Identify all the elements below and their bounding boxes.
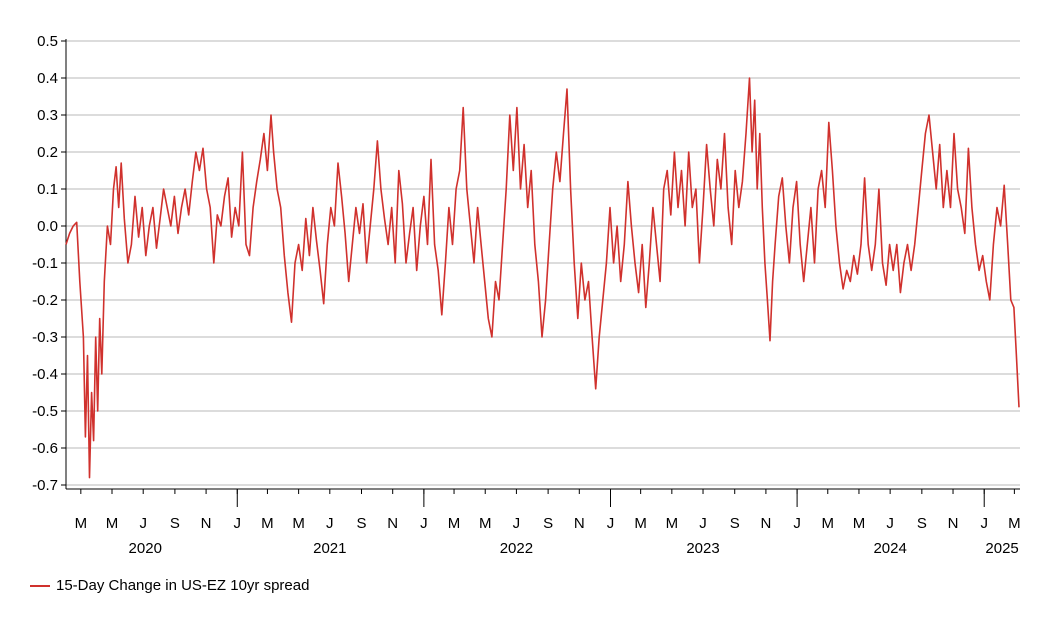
- y-tick-label: -0.3: [32, 329, 58, 346]
- x-tick-label: S: [730, 515, 740, 532]
- line-chart: 0.5 0.4 0.3 0.2 0.1 0.0 -0.1 -0.2 -0.3 -0.4 -0.5 -0…: [32, 33, 1020, 557]
- x-tick-label: S: [356, 515, 366, 532]
- legend: 15-Day Change in US-EZ 10yr spread: [30, 577, 309, 594]
- x-tick-label: J: [326, 515, 334, 532]
- x-tick-label: J: [607, 515, 615, 532]
- y-tick-label: -0.5: [32, 403, 58, 420]
- x-tick-label: M: [634, 515, 647, 532]
- y-tick-label: 0.2: [37, 144, 58, 161]
- year-label: 2021: [313, 540, 346, 557]
- x-tick-label: M: [666, 515, 679, 532]
- x-tick-label: J: [980, 515, 988, 532]
- legend-swatch: [30, 584, 50, 587]
- x-tick-label: N: [201, 515, 212, 532]
- x-tick-label: J: [699, 515, 707, 532]
- y-tick-label: -0.6: [32, 440, 58, 457]
- y-tick-label: 0.4: [37, 70, 58, 87]
- gridlines: [66, 40, 1020, 486]
- y-tick-label: 0.1: [37, 181, 58, 198]
- x-tick-label: M: [448, 515, 461, 532]
- x-tick-label: M: [853, 515, 866, 532]
- year-label: 2024: [873, 540, 906, 557]
- x-tick-label: M: [479, 515, 492, 532]
- x-tick-label: M: [1008, 515, 1021, 532]
- y-tick-label: -0.2: [32, 292, 58, 309]
- x-tick-label: N: [574, 515, 585, 532]
- x-tick-label: S: [917, 515, 927, 532]
- y-tick-label: 0.5: [37, 33, 58, 50]
- x-tick-label: N: [387, 515, 398, 532]
- x-tick-label: J: [513, 515, 521, 532]
- x-tick-label: J: [139, 515, 147, 532]
- x-tick-label: M: [106, 515, 119, 532]
- x-tick-label: N: [948, 515, 959, 532]
- x-tick-label: S: [543, 515, 553, 532]
- series-line: [65, 77, 1020, 479]
- y-tick-label: 0.3: [37, 107, 58, 124]
- year-label: 2020: [129, 540, 162, 557]
- year-label: 2023: [686, 540, 719, 557]
- y-tick-label: -0.1: [32, 255, 58, 272]
- x-tick-label: J: [793, 515, 801, 532]
- axes: 0.5 0.4 0.3 0.2 0.1 0.0 -0.1 -0.2 -0.3 -0.4 -0.5 -0…: [32, 33, 1020, 557]
- x-tick-label: J: [886, 515, 894, 532]
- y-tick-label: -0.4: [32, 366, 58, 383]
- x-tick-label: J: [234, 515, 242, 532]
- x-tick-label: M: [261, 515, 274, 532]
- x-tick-label: J: [420, 515, 428, 532]
- x-tick-label: M: [292, 515, 305, 532]
- legend-label: 15-Day Change in US-EZ 10yr spread: [56, 577, 310, 594]
- year-label: 2025: [985, 540, 1018, 557]
- year-label: 2022: [500, 540, 533, 557]
- y-tick-label: -0.7: [32, 477, 58, 494]
- x-tick-label: M: [75, 515, 88, 532]
- x-tick-label: S: [170, 515, 180, 532]
- series-layer: [65, 77, 1020, 479]
- x-tick-label: M: [822, 515, 835, 532]
- y-tick-label: 0.0: [37, 218, 58, 235]
- x-tick-label: N: [760, 515, 771, 532]
